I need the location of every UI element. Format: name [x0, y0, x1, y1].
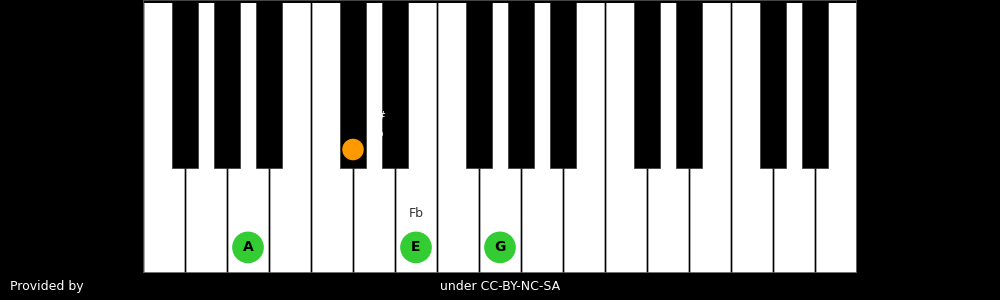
Bar	[732, 0, 772, 273]
Bar	[606, 0, 646, 273]
Circle shape	[401, 232, 431, 262]
Text: E: E	[411, 240, 421, 254]
Bar	[382, 0, 408, 168]
Bar	[480, 0, 520, 273]
Bar	[396, 0, 436, 273]
Bar	[186, 0, 226, 273]
Bar	[816, 0, 856, 273]
Bar	[508, 0, 534, 168]
Bar	[648, 0, 688, 273]
Bar	[270, 0, 310, 273]
Bar	[228, 0, 268, 273]
Text: G: G	[494, 240, 506, 254]
Bar	[438, 0, 478, 273]
Bar	[256, 0, 282, 168]
Text: Db: Db	[369, 129, 384, 140]
Circle shape	[343, 140, 363, 160]
Bar	[143, 0, 857, 3]
Text: Provided by: Provided by	[10, 280, 84, 293]
Text: Fb: Fb	[409, 207, 424, 220]
Text: C#: C#	[369, 111, 386, 121]
Bar	[676, 0, 702, 168]
Bar	[312, 0, 352, 273]
Bar	[634, 0, 660, 168]
Bar	[354, 0, 394, 273]
Text: under CC-BY-NC-SA: under CC-BY-NC-SA	[440, 280, 560, 293]
Bar	[774, 0, 814, 273]
Circle shape	[233, 232, 263, 262]
Bar	[690, 0, 730, 273]
Bar	[340, 0, 366, 168]
Bar	[144, 0, 184, 273]
Bar	[214, 0, 240, 168]
Bar	[172, 0, 198, 168]
Text: A: A	[243, 240, 253, 254]
Bar	[760, 0, 786, 168]
Bar	[466, 0, 492, 168]
Bar	[550, 0, 576, 168]
Bar	[802, 0, 828, 168]
Circle shape	[485, 232, 515, 262]
Bar	[564, 0, 604, 273]
Bar	[522, 0, 562, 273]
